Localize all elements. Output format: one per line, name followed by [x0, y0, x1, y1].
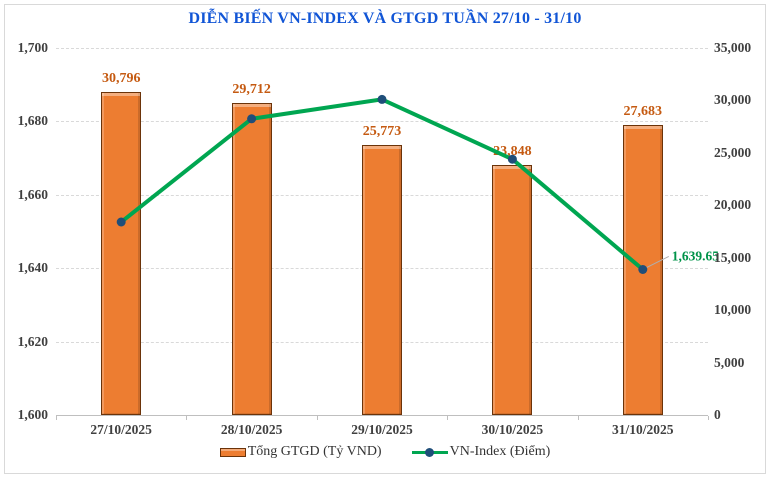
line-series: 1,639.65	[116, 94, 719, 274]
right-axis-tick-label: 25,000	[714, 144, 752, 160]
bar-value-label: 27,683	[623, 103, 663, 119]
bar-value-label: 30,796	[101, 71, 141, 87]
last-point-value-label: 1,639.65	[672, 248, 720, 263]
x-axis-tick-mark	[316, 416, 318, 420]
legend-item-vnindex: VN-Index (Điểm)	[411, 444, 551, 460]
x-axis-tick-label: 29/10/2025	[351, 422, 413, 437]
left-axis-tick-label: 1,660	[17, 186, 48, 202]
right-axis-tick-label: 20,000	[714, 197, 752, 213]
bar-value-label: 25,773	[362, 123, 402, 139]
x-axis-tick-mark	[708, 416, 709, 420]
x-axis-tick-label: 28/10/2025	[220, 422, 283, 437]
left-axis-tick-label: 1,620	[17, 333, 48, 349]
x-axis-tick-mark	[56, 416, 57, 420]
bar-30/10/2025	[492, 164, 533, 415]
right-axis-tick-label: 15,000	[714, 249, 752, 265]
left-axis-tick-label: 1,700	[17, 40, 48, 55]
bar-value-label: 29,712	[232, 82, 271, 98]
x-axis-tick-label: 30/10/2025	[481, 422, 544, 437]
right-axis-tick-label: 10,000	[714, 302, 752, 318]
x-axis-tick-mark	[186, 416, 188, 420]
gridline	[56, 48, 708, 49]
x-axis-tick-mark	[577, 416, 579, 420]
bar-28/10/2025	[231, 103, 272, 415]
legend: Tổng GTGD (Tỷ VND) VN-Index (Điểm)	[0, 444, 770, 460]
bar-29/10/2025	[362, 144, 402, 415]
bar-swatch-icon	[219, 447, 246, 457]
right-axis-tick-label: 5,000	[714, 354, 745, 370]
plot-area: 30,796 29,712 25,773 23,848 27,683 1,639.65	[56, 48, 719, 416]
x-axis-tick-label: 31/10/2025	[612, 422, 674, 437]
legend-label-gtgd: Tổng GTGD (Tỷ VND)	[247, 444, 382, 459]
line-marker	[247, 114, 257, 124]
chart-title: DIỄN BIẾN VN-INDEX VÀ GTGD TUẦN 27/10 - …	[188, 10, 582, 27]
right-axis-tick-label: 30,000	[714, 92, 752, 108]
line-marker	[507, 154, 517, 164]
annotation-leader-line	[646, 256, 670, 268]
left-axis-tick-label: 1,680	[17, 113, 48, 129]
x-axis-tick-mark	[447, 416, 449, 420]
line-marker	[638, 265, 648, 274]
line-marker	[377, 94, 387, 104]
x-axis-tick-label: 27/10/2025	[90, 422, 152, 437]
right-axis-tick-label: 35,000	[714, 40, 752, 55]
marker-dot-icon	[424, 447, 434, 457]
line-marker	[116, 217, 126, 227]
legend-label-vnindex: VN-Index (Điểm)	[449, 444, 551, 459]
left-axis-tick-label: 1,640	[17, 260, 48, 276]
legend-item-gtgd: Tổng GTGD (Tỷ VND)	[219, 444, 382, 460]
right-axis-tick-label: 0	[714, 407, 721, 422]
gridline	[56, 121, 708, 123]
line-swatch-icon	[411, 447, 448, 457]
vnindex-line	[119, 97, 645, 272]
left-axis-tick-label: 1,600	[17, 407, 48, 422]
bar-27/10/2025	[101, 92, 142, 415]
